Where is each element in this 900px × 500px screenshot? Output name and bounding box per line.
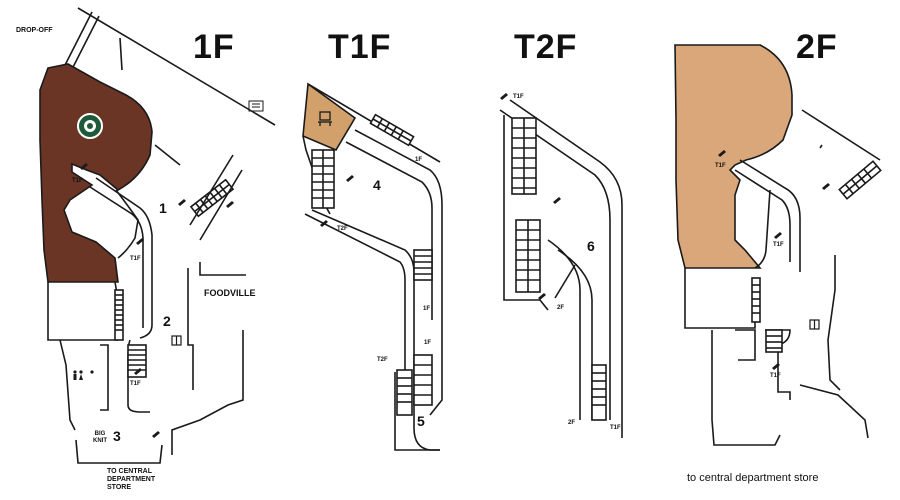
stair-label: 1F	[424, 340, 432, 346]
zone-2: 2	[163, 313, 171, 329]
stair-label: T1F	[610, 425, 621, 431]
zone-1: 1	[159, 200, 167, 216]
stair-label: T1F	[770, 373, 781, 379]
stair-label: 1F	[415, 157, 423, 163]
floor-title-t2f: T2F	[514, 28, 578, 66]
floor-title-1f: 1F	[193, 28, 235, 66]
parking-icon	[248, 100, 264, 112]
seat-icon	[318, 111, 332, 126]
floor-title-t1f: T1F	[328, 28, 392, 66]
floor-2f-plan	[674, 44, 882, 446]
starbucks-zone[interactable]	[39, 63, 153, 283]
book-icon	[171, 319, 820, 346]
stair-label: T1F	[130, 381, 141, 387]
foodville-label: FOODVILLE	[204, 288, 256, 298]
t1f-highlight-zone[interactable]	[302, 82, 357, 152]
drop-off-label: DROP-OFF	[16, 27, 53, 34]
starbucks-logo-icon	[77, 113, 103, 139]
stair-label: T1F	[72, 178, 83, 184]
2f-highlight-zone[interactable]	[674, 44, 793, 269]
floor-t1f-plan	[302, 82, 443, 451]
big-knit-label: BIG KNIT	[93, 431, 107, 444]
zone-5: 5	[417, 413, 425, 429]
stair-label: T1F	[773, 242, 784, 248]
escalator-icon	[80, 93, 830, 438]
stair-label: 1F	[423, 306, 431, 312]
floor-t2f-plan	[499, 99, 623, 438]
zone-6: 6	[587, 238, 595, 254]
stair-label: T1F	[513, 94, 524, 100]
stair-label: 2F	[568, 420, 576, 426]
zone-3: 3	[113, 428, 121, 444]
to-central-store-lowercase-label: to central department store	[687, 472, 819, 484]
stair-label: T1F	[130, 256, 141, 262]
stair-label: T2F	[377, 357, 388, 363]
stair-label: T2F	[337, 226, 348, 232]
to-central-store-label: TO CENTRAL DEPARTMENT STORE	[107, 468, 156, 491]
restroom-icon	[73, 370, 94, 380]
stair-label: 2F	[557, 305, 565, 311]
floor-1f-plan	[39, 7, 276, 464]
floor-title-2f: 2F	[796, 28, 838, 66]
stair-label: T1F	[715, 163, 726, 169]
zone-4: 4	[373, 177, 381, 193]
